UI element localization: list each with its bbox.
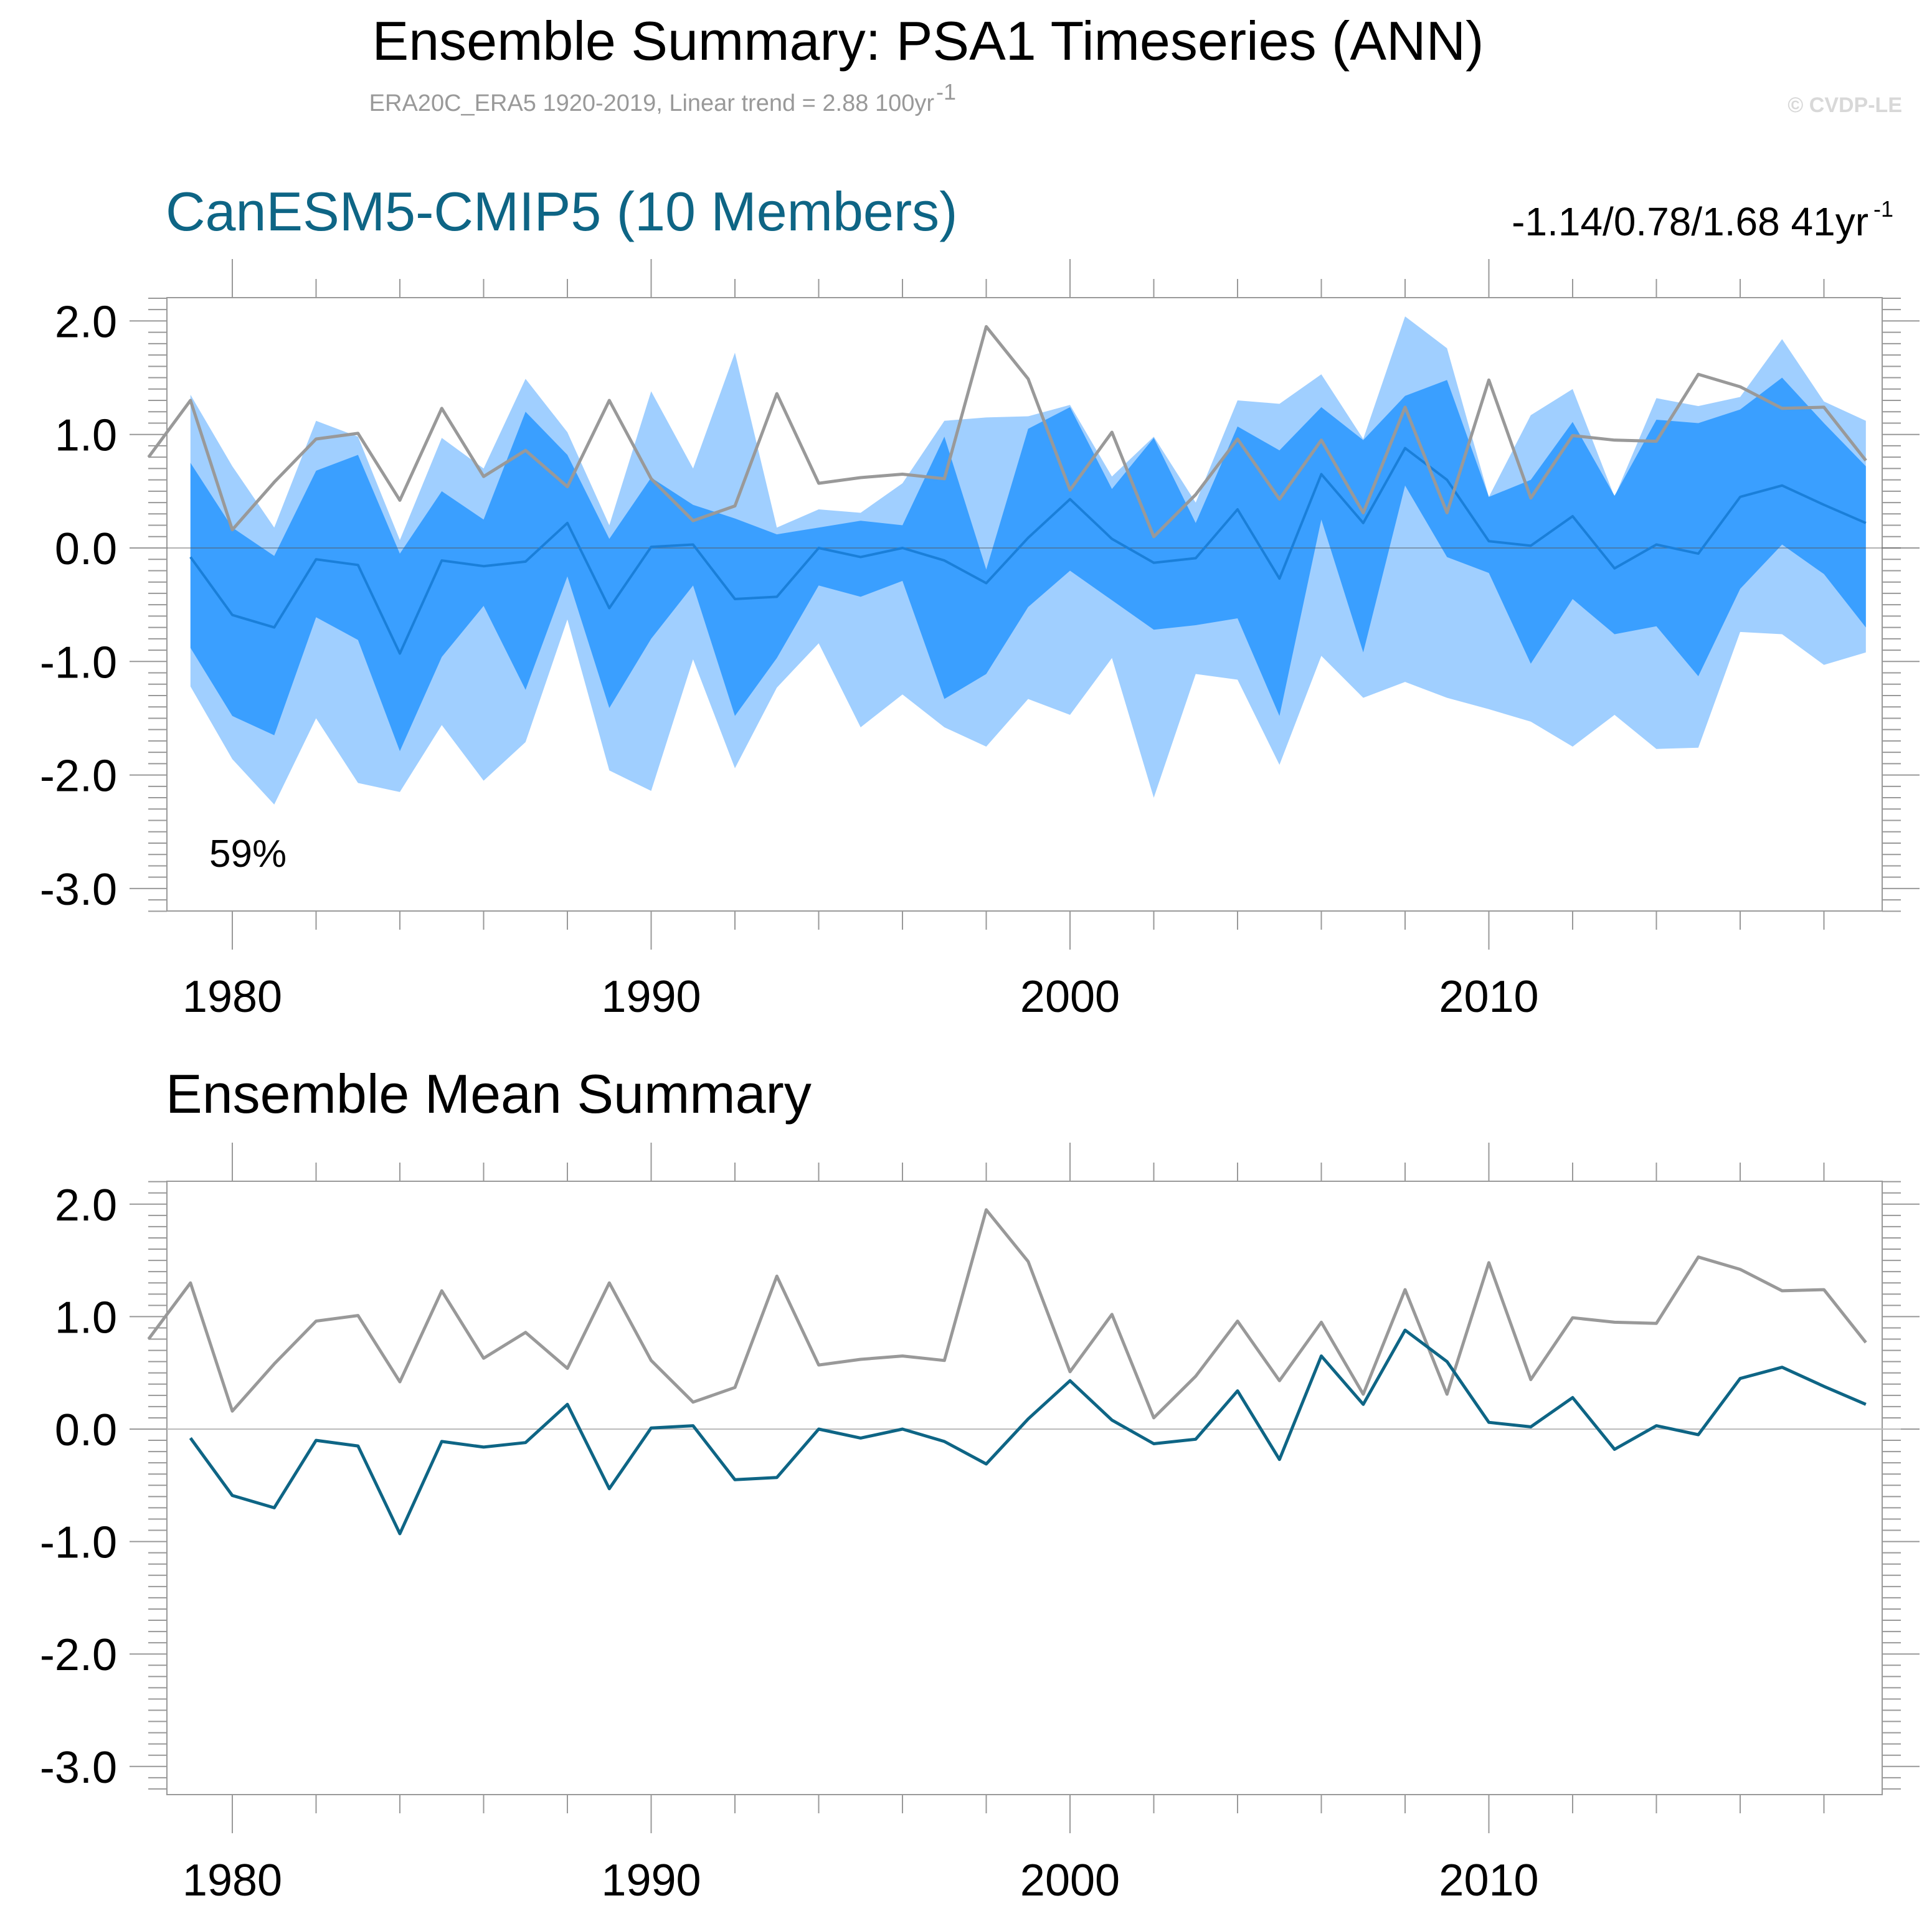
y-tick-label: 2.0 xyxy=(55,297,117,347)
plot-frame xyxy=(166,1181,1883,1795)
x-tick-label: 1980 xyxy=(182,972,282,1022)
copyright-label: © CVDP-LE xyxy=(1788,93,1902,117)
y-tick-label: 1.0 xyxy=(55,411,117,461)
figure-subtitle: ERA20C_ERA5 1920-2019, Linear trend = 2.… xyxy=(369,90,935,116)
x-tick-label: 2000 xyxy=(1020,1856,1120,1905)
ensemble-mean-line xyxy=(189,446,1867,655)
observed-line xyxy=(147,1208,1867,1420)
x-tick-label: 2010 xyxy=(1439,972,1538,1022)
panel2-plot-area: 2.0 1.0 0.0 -1.0 -2.0 -3.0 1980 1990 2000 2010 xyxy=(40,1143,1920,1905)
panel-ensemble-mean: Ensemble Mean Summary 2.0 1.0 0.0 -1.0 -2.0 -… xyxy=(40,1063,1920,1905)
panel1-trend-stats: -1.14/0.78/1.68 41yr xyxy=(1512,199,1868,244)
y-tick-label: -2.0 xyxy=(40,752,117,801)
observed-line xyxy=(147,325,1867,539)
y-tick-label: 0.0 xyxy=(55,524,117,574)
x-tick-label: 1980 xyxy=(182,1856,282,1905)
y-tick-label: -2.0 xyxy=(40,1630,117,1680)
y-tick-label: -3.0 xyxy=(40,865,117,915)
y-tick-label: -1.0 xyxy=(40,1518,117,1568)
x-tick-label: 2010 xyxy=(1439,1856,1538,1905)
panel-ensemble-spread: CanESM5-CMIP5 (10 Members) -1.14/0.78/1.… xyxy=(40,181,1920,1022)
y-tick-label: 0.0 xyxy=(55,1405,117,1455)
panel1-title: CanESM5-CMIP5 (10 Members) xyxy=(166,181,957,242)
ensemble-mean-line xyxy=(189,1328,1867,1536)
panel1-percent-label: 59% xyxy=(209,833,286,876)
y-tick-label: 1.0 xyxy=(55,1293,117,1343)
panel2-title: Ensemble Mean Summary xyxy=(166,1063,812,1125)
panel1-trend-superscript: -1 xyxy=(1873,196,1893,222)
y-tick-label: -3.0 xyxy=(40,1743,117,1793)
panel1-plot-area: 2.0 1.0 0.0 -1.0 -2.0 -3.0 1980 1990 2000 2010 xyxy=(40,259,1920,1022)
figure-title: Ensemble Summary: PSA1 Timeseries (ANN) xyxy=(372,10,1484,72)
y-tick-label: 2.0 xyxy=(55,1181,117,1230)
x-tick-label: 2000 xyxy=(1020,972,1120,1022)
inner-percentile-band xyxy=(190,377,1866,752)
x-tick-label: 1990 xyxy=(601,1856,701,1905)
figure-subtitle-superscript: -1 xyxy=(936,79,956,105)
y-tick-label: -1.0 xyxy=(40,638,117,687)
x-tick-label: 1990 xyxy=(601,972,701,1022)
